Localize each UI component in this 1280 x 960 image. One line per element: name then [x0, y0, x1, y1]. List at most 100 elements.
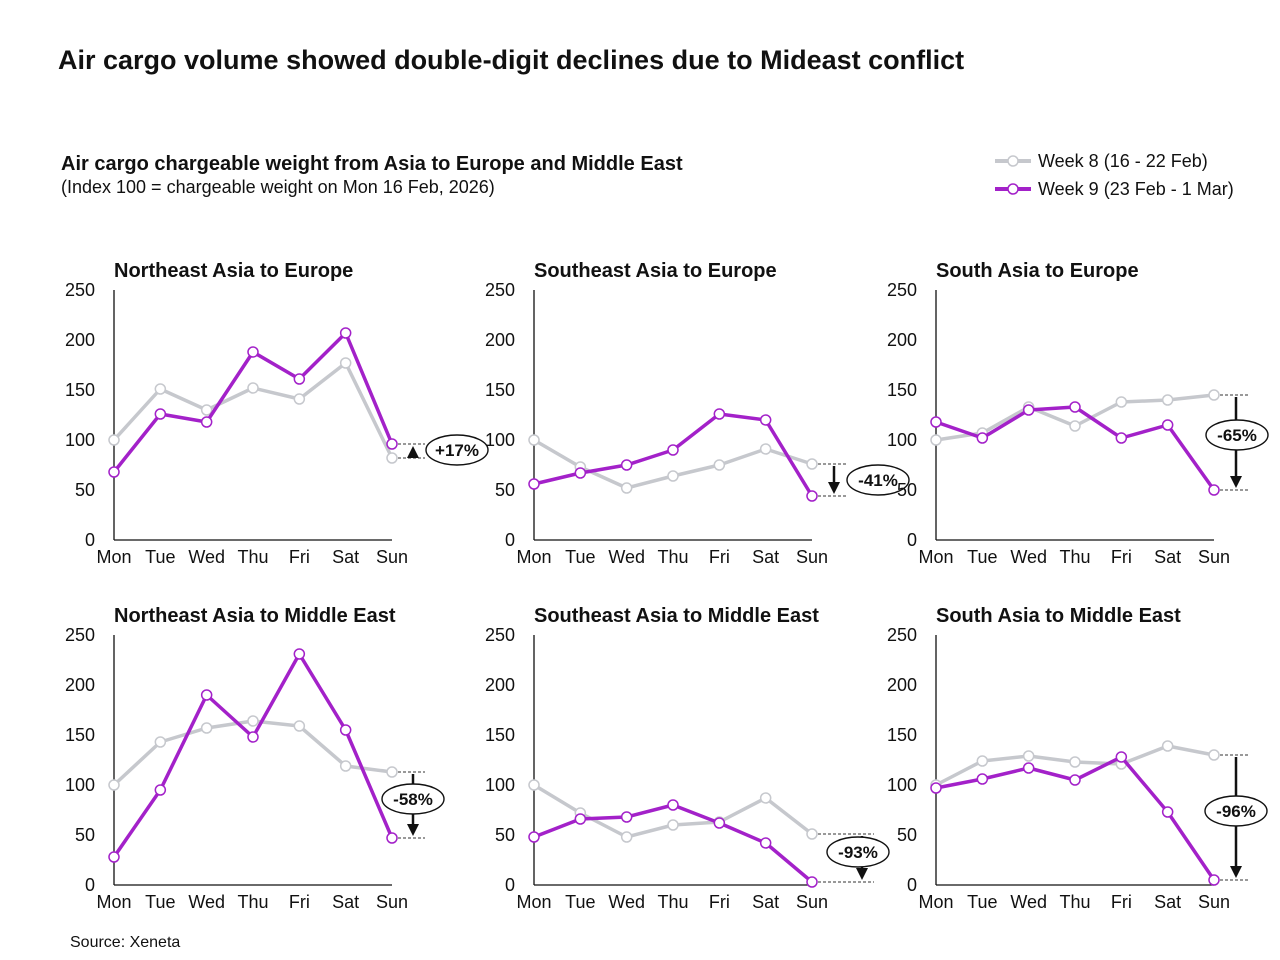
legend: Week 8 (16 - 22 Feb) Week 9 (23 Feb - 1 …	[995, 151, 1234, 199]
data-point-week8	[247, 382, 259, 394]
data-point-week9	[293, 373, 306, 385]
y-tick-label: 0	[505, 875, 515, 895]
y-tick-label: 200	[887, 675, 917, 695]
x-tick-label: Sun	[796, 892, 828, 912]
panel-6: South Asia to Middle East 0 50 100 150 200 250…	[887, 605, 1268, 912]
data-point-week8	[1069, 756, 1081, 768]
x-tick-label: Thu	[237, 892, 268, 912]
x-tick-label: Fri	[1111, 892, 1132, 912]
data-point-week9	[247, 346, 259, 358]
x-tick-label: Wed	[188, 547, 225, 567]
x-tick-label: Fri	[289, 892, 310, 912]
y-tick-label: 0	[907, 875, 917, 895]
x-tick-label: Tue	[145, 892, 175, 912]
chart-subtitle-note: (Index 100 = chargeable weight on Mon 16…	[61, 177, 495, 197]
series-line-week9	[935, 405, 1216, 492]
x-tick-label: Tue	[967, 892, 997, 912]
data-point-week8	[1161, 394, 1174, 406]
data-point-week9	[528, 478, 540, 490]
x-tick-label: Fri	[709, 892, 730, 912]
y-tick-label: 250	[887, 625, 917, 645]
change-badge	[846, 464, 910, 496]
data-point-week8	[528, 434, 540, 446]
panel-title: Southeast Asia to Europe	[534, 260, 777, 282]
data-point-week9	[339, 327, 352, 339]
change-arrow-head	[828, 482, 840, 494]
data-point-week9	[930, 782, 942, 794]
x-tick-label: Wed	[608, 892, 645, 912]
data-point-week8	[620, 482, 633, 494]
x-tick-label: Sat	[332, 892, 359, 912]
data-point-week8	[1115, 396, 1128, 408]
panel-title: Northeast Asia to Europe	[114, 260, 353, 282]
data-point-week8	[1022, 750, 1035, 762]
y-tick-label: 0	[85, 530, 95, 550]
x-tick-label: Thu	[237, 547, 268, 567]
data-point-week8	[806, 458, 818, 470]
data-point-week8	[247, 715, 259, 727]
data-point-week8	[293, 720, 306, 732]
data-point-week8	[108, 434, 120, 446]
data-point-week9	[620, 459, 633, 471]
data-point-week9	[1115, 751, 1128, 763]
x-tick-label: Wed	[1010, 892, 1047, 912]
x-tick-label: Mon	[516, 892, 551, 912]
data-point-week9	[339, 724, 352, 736]
data-point-week8	[620, 831, 633, 843]
y-tick-label: 100	[887, 430, 917, 450]
data-point-week9	[1022, 404, 1035, 416]
x-tick-label: Sun	[376, 547, 408, 567]
y-tick-label: 100	[65, 430, 95, 450]
x-tick-label: Mon	[96, 892, 131, 912]
data-point-week8	[759, 792, 772, 804]
y-tick-label: 100	[485, 430, 515, 450]
data-point-week9	[386, 438, 398, 450]
y-tick-label: 0	[907, 530, 917, 550]
source-note: Source: Xeneta	[70, 934, 180, 951]
series-line-week9	[112, 652, 394, 858]
y-tick-label: 50	[897, 480, 917, 500]
data-point-week9	[976, 432, 989, 444]
x-tick-label: Sun	[796, 547, 828, 567]
x-tick-label: Sat	[752, 547, 779, 567]
data-point-week9	[247, 731, 259, 743]
y-tick-label: 200	[485, 675, 515, 695]
y-tick-label: 250	[65, 280, 95, 300]
x-tick-label: Tue	[145, 547, 175, 567]
x-tick-label: Wed	[608, 547, 645, 567]
x-tick-label: Thu	[657, 547, 688, 567]
change-badge-label: -58%	[393, 790, 433, 809]
data-point-week8	[1161, 740, 1174, 752]
panel-3: South Asia to Europe 0 50 100 150 200 250 Mon Tu…	[887, 260, 1269, 567]
data-point-week8	[667, 819, 679, 831]
y-tick-label: 100	[65, 775, 95, 795]
data-point-week9	[108, 851, 120, 863]
change-badge-label: -65%	[1217, 426, 1257, 445]
x-tick-label: Tue	[565, 547, 595, 567]
data-point-week8	[930, 434, 942, 446]
data-point-week9	[713, 817, 726, 829]
data-point-week9	[759, 414, 772, 426]
data-point-week8	[200, 404, 213, 416]
panel-4: Northeast Asia to Middle East 0 50 100 150 20…	[65, 605, 445, 912]
x-tick-label: Thu	[657, 892, 688, 912]
x-tick-label: Wed	[188, 892, 225, 912]
change-arrow-head	[407, 446, 419, 458]
data-point-week9	[1208, 484, 1220, 496]
data-point-week9	[1161, 419, 1174, 431]
data-point-week8	[154, 736, 167, 748]
data-point-week8	[1208, 749, 1220, 761]
data-point-week8	[108, 779, 120, 791]
y-tick-label: 150	[887, 380, 917, 400]
data-point-week8	[1069, 420, 1081, 432]
data-point-week8	[976, 755, 989, 767]
x-tick-label: Sat	[752, 892, 779, 912]
legend-week8-label: Week 8 (16 - 22 Feb)	[1038, 151, 1208, 171]
y-tick-label: 200	[65, 330, 95, 350]
data-point-week8	[759, 443, 772, 455]
panel-title: Northeast Asia to Middle East	[114, 605, 396, 627]
data-point-week8	[154, 383, 167, 395]
panel-title: Southeast Asia to Middle East	[534, 605, 819, 627]
data-point-week9	[1069, 774, 1081, 786]
